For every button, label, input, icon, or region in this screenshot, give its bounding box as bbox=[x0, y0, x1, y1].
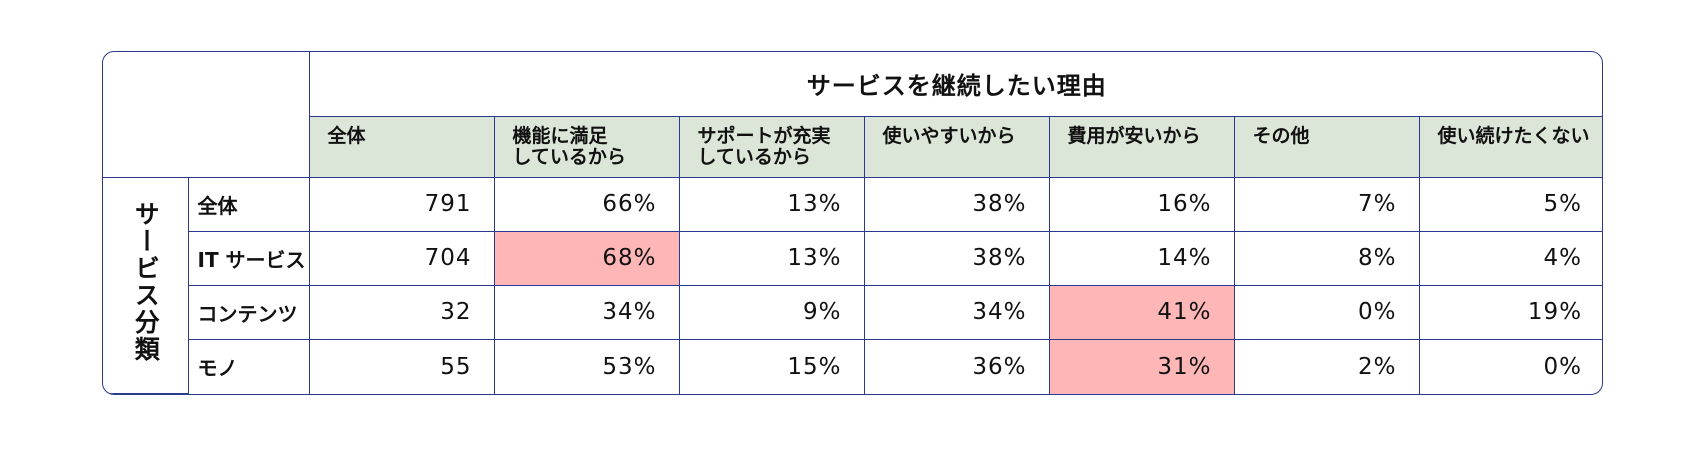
table-cell: 9% bbox=[678, 284, 865, 340]
group-label: サービス分類 bbox=[131, 200, 161, 363]
table-cell: 55 bbox=[308, 338, 495, 394]
table-row: IT サービス 704 68% 13% 38% 14% 8% 4% bbox=[103, 230, 1602, 286]
table-cell: 704 bbox=[308, 230, 495, 286]
column-header-line1: 機能に満足 bbox=[512, 124, 608, 147]
table-cell: 41% bbox=[1048, 284, 1235, 340]
table-cell: 791 bbox=[308, 176, 495, 232]
table-cell: 5% bbox=[1418, 176, 1602, 232]
row-label: IT サービス bbox=[188, 230, 310, 286]
table-cell: 38% bbox=[863, 176, 1050, 232]
table-cell: 0% bbox=[1418, 338, 1602, 394]
table-cell: 19% bbox=[1418, 284, 1602, 340]
table-cell: 4% bbox=[1418, 230, 1602, 286]
table-cell: 53% bbox=[493, 338, 680, 394]
survey-table-frame: サービスを継続したい理由 全体 機能に満足 しているから サポートが充実 しているか… bbox=[102, 51, 1603, 395]
table-cell: 13% bbox=[678, 230, 865, 286]
column-header: 使い続けたくない bbox=[1418, 115, 1602, 178]
column-header: 全体 bbox=[309, 115, 495, 178]
table-cell: 34% bbox=[863, 284, 1050, 340]
table-cell: 2% bbox=[1233, 338, 1420, 394]
column-header: 機能に満足 しているから bbox=[493, 115, 680, 178]
table-cell: 14% bbox=[1048, 230, 1235, 286]
table-cell: 8% bbox=[1233, 230, 1420, 286]
table-cell: 16% bbox=[1048, 176, 1235, 232]
table-row: コンテンツ 32 34% 9% 34% 41% 0% 19% bbox=[103, 284, 1602, 340]
table-cell: 66% bbox=[493, 176, 680, 232]
column-header: 費用が安いから bbox=[1048, 115, 1235, 178]
row-label: コンテンツ bbox=[188, 284, 310, 340]
table-cell: 13% bbox=[678, 176, 865, 232]
table-cell: 68% bbox=[493, 230, 680, 286]
column-header-line1: 使いやすいから bbox=[882, 124, 1016, 147]
row-label: モノ bbox=[188, 338, 310, 394]
table-cell: 7% bbox=[1233, 176, 1420, 232]
survey-table: サービスを継続したい理由 全体 機能に満足 しているから サポートが充実 しているか… bbox=[103, 52, 1602, 394]
group-label-cell: サービス分類 bbox=[103, 176, 189, 394]
column-header-line1: 全体 bbox=[327, 124, 366, 147]
table-cell: 31% bbox=[1048, 338, 1235, 394]
table-cell: 32 bbox=[308, 284, 495, 340]
table-cell: 38% bbox=[863, 230, 1050, 286]
table-title: サービスを継続したい理由 bbox=[308, 52, 1602, 117]
column-header-line2: しているから bbox=[512, 145, 626, 168]
column-header: その他 bbox=[1233, 115, 1420, 178]
table-row: サービス分類 全体 791 66% 13% 38% 16% 7% 5% bbox=[103, 176, 1602, 394]
table-cell: 15% bbox=[678, 338, 865, 394]
table-cell: 34% bbox=[493, 284, 680, 340]
table-row: モノ 55 53% 15% 36% 31% 2% 0% bbox=[103, 338, 1602, 394]
table-cell: 0% bbox=[1233, 284, 1420, 340]
column-header-line1: 費用が安いから bbox=[1067, 124, 1201, 147]
column-header-line1: サポートが充実 bbox=[697, 124, 831, 147]
column-header-line1: 使い続けたくない bbox=[1437, 124, 1590, 147]
column-header-line1: その他 bbox=[1252, 124, 1310, 147]
corner-cell bbox=[103, 52, 310, 178]
column-header: サポートが充実 しているから bbox=[678, 115, 865, 178]
column-header: 使いやすいから bbox=[863, 115, 1050, 178]
table-cell: 36% bbox=[863, 338, 1050, 394]
column-header-line2: しているから bbox=[697, 145, 811, 168]
row-label: 全体 bbox=[187, 176, 310, 232]
